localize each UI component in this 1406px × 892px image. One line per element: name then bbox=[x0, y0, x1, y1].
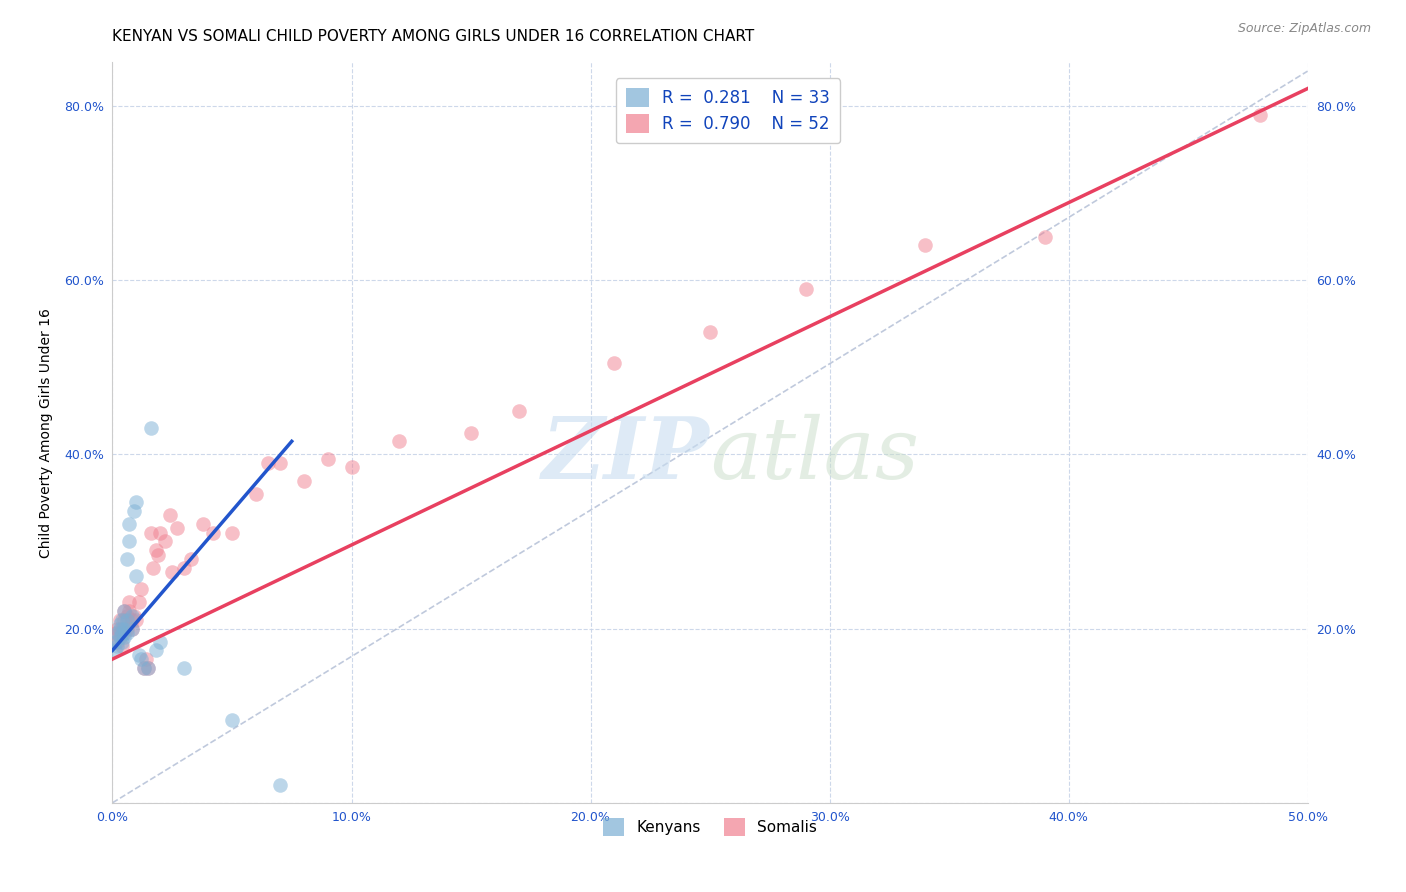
Point bbox=[114, 604, 135, 618]
Point bbox=[603, 356, 626, 370]
Point bbox=[1033, 229, 1056, 244]
Point bbox=[118, 595, 141, 609]
Point bbox=[129, 652, 152, 666]
Point bbox=[139, 525, 162, 540]
Point bbox=[108, 617, 131, 632]
Point bbox=[794, 282, 817, 296]
Point bbox=[114, 613, 135, 627]
Point bbox=[193, 517, 215, 532]
Point bbox=[128, 595, 150, 609]
Point bbox=[118, 517, 141, 532]
Point bbox=[122, 504, 145, 518]
Point bbox=[173, 661, 195, 675]
Y-axis label: Child Poverty Among Girls Under 16: Child Poverty Among Girls Under 16 bbox=[39, 308, 53, 558]
Point bbox=[115, 613, 138, 627]
Point bbox=[149, 525, 172, 540]
Point bbox=[115, 552, 138, 566]
Point bbox=[114, 626, 135, 640]
Point bbox=[115, 608, 138, 623]
Point bbox=[173, 560, 195, 574]
Point bbox=[292, 474, 315, 488]
Legend: Kenyans, Somalis: Kenyans, Somalis bbox=[595, 810, 825, 843]
Point bbox=[105, 634, 128, 648]
Point bbox=[508, 404, 530, 418]
Point bbox=[914, 238, 936, 252]
Text: KENYAN VS SOMALI CHILD POVERTY AMONG GIRLS UNDER 16 CORRELATION CHART: KENYAN VS SOMALI CHILD POVERTY AMONG GIR… bbox=[112, 29, 755, 44]
Point bbox=[145, 543, 167, 558]
Point bbox=[162, 565, 183, 579]
Point bbox=[340, 460, 363, 475]
Point bbox=[111, 622, 134, 636]
Text: ZIP: ZIP bbox=[543, 413, 710, 497]
Point bbox=[460, 425, 482, 440]
Point bbox=[114, 630, 135, 644]
Point bbox=[388, 434, 411, 449]
Point bbox=[153, 534, 176, 549]
Point bbox=[180, 552, 202, 566]
Point bbox=[142, 560, 165, 574]
Point bbox=[201, 525, 224, 540]
Text: Source: ZipAtlas.com: Source: ZipAtlas.com bbox=[1237, 22, 1371, 36]
Point bbox=[269, 456, 291, 470]
Point bbox=[145, 643, 167, 657]
Point bbox=[108, 613, 131, 627]
Point bbox=[121, 613, 143, 627]
Point bbox=[105, 639, 128, 653]
Point bbox=[114, 622, 135, 636]
Point bbox=[121, 608, 143, 623]
Point bbox=[111, 626, 134, 640]
Point bbox=[105, 622, 128, 636]
Point bbox=[132, 661, 155, 675]
Point bbox=[221, 525, 243, 540]
Point bbox=[128, 648, 150, 662]
Point bbox=[115, 622, 138, 636]
Point bbox=[108, 626, 131, 640]
Text: atlas: atlas bbox=[710, 414, 920, 496]
Point bbox=[269, 778, 291, 792]
Point bbox=[245, 486, 267, 500]
Point bbox=[135, 652, 157, 666]
Point bbox=[118, 604, 141, 618]
Point bbox=[122, 608, 145, 623]
Point bbox=[108, 630, 131, 644]
Point bbox=[221, 713, 243, 727]
Point bbox=[1249, 108, 1271, 122]
Point bbox=[316, 451, 339, 466]
Point bbox=[111, 613, 134, 627]
Point bbox=[104, 634, 127, 648]
Point bbox=[146, 548, 169, 562]
Point bbox=[125, 569, 148, 583]
Point bbox=[159, 508, 181, 523]
Point bbox=[118, 534, 141, 549]
Point bbox=[121, 622, 143, 636]
Point bbox=[138, 661, 160, 675]
Point bbox=[121, 622, 143, 636]
Point bbox=[111, 634, 134, 648]
Point bbox=[104, 626, 127, 640]
Point bbox=[125, 495, 148, 509]
Point bbox=[104, 643, 127, 657]
Point bbox=[149, 634, 172, 648]
Point bbox=[115, 626, 138, 640]
Point bbox=[111, 639, 134, 653]
Point bbox=[699, 326, 721, 340]
Point bbox=[132, 661, 155, 675]
Point bbox=[114, 604, 135, 618]
Point bbox=[105, 626, 128, 640]
Point bbox=[129, 582, 152, 597]
Point bbox=[138, 661, 160, 675]
Point bbox=[125, 613, 148, 627]
Point bbox=[108, 622, 131, 636]
Point bbox=[139, 421, 162, 435]
Point bbox=[166, 521, 188, 535]
Point bbox=[257, 456, 280, 470]
